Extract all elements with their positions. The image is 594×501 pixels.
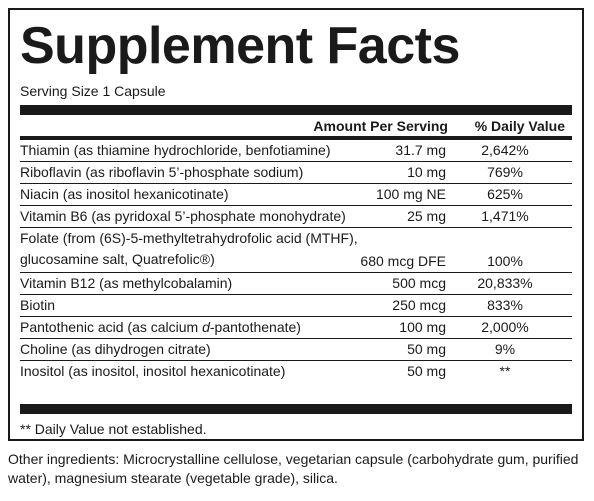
table-row: Choline (as dihydrogen citrate) 50 mg 9% bbox=[20, 339, 572, 361]
table-row: Thiamin (as thiamine hydrochloride, benf… bbox=[20, 140, 572, 162]
nutrient-daily-value: ** bbox=[499, 363, 511, 379]
nutrient-name-pre: Pantothenic acid (as calcium bbox=[20, 319, 203, 335]
nutrient-name: Riboflavin (as riboflavin 5’-phosphate s… bbox=[20, 164, 304, 180]
table-row: Niacin (as inositol hexanicotinate) 100 … bbox=[20, 184, 572, 206]
nutrient-name-line1: Folate (from (6S)-5-methyltetrahydrofoli… bbox=[20, 230, 358, 246]
table-row: Riboflavin (as riboflavin 5’-phosphate s… bbox=[20, 162, 572, 184]
serving-size: Serving Size 1 Capsule bbox=[20, 83, 166, 99]
nutrient-daily-value: 833% bbox=[487, 297, 523, 313]
nutrient-daily-value: 625% bbox=[487, 186, 523, 202]
nutrient-amount: 10 mg bbox=[407, 164, 446, 180]
nutrient-amount: 31.7 mg bbox=[395, 142, 446, 158]
nutrient-daily-value: 2,000% bbox=[481, 319, 529, 335]
header-divider bbox=[20, 136, 572, 140]
nutrient-daily-value: 1,471% bbox=[481, 208, 529, 224]
nutrient-daily-value: 20,833% bbox=[477, 275, 533, 291]
nutrient-amount: 50 mg bbox=[407, 341, 446, 357]
nutrient-name: Thiamin (as thiamine hydrochloride, benf… bbox=[20, 142, 331, 158]
nutrient-amount: 25 mg bbox=[407, 208, 446, 224]
nutrient-amount: 100 mg bbox=[399, 319, 446, 335]
nutrient-name: Vitamin B6 (as pyridoxal 5’-phosphate mo… bbox=[20, 208, 346, 224]
nutrient-daily-value: 9% bbox=[494, 341, 516, 357]
nutrient-name: Biotin bbox=[20, 297, 56, 313]
nutrient-name: Choline (as dihydrogen citrate) bbox=[20, 341, 211, 357]
supplement-facts-panel: Supplement Facts Serving Size 1 Capsule … bbox=[8, 8, 584, 441]
thick-divider-bottom bbox=[20, 404, 572, 414]
nutrient-daily-value: 2,642% bbox=[481, 142, 529, 158]
table-row: Biotin 250 mcg 833% bbox=[20, 295, 572, 317]
nutrient-name: Niacin (as inositol hexanicotinate) bbox=[20, 186, 229, 202]
thick-divider-top bbox=[20, 105, 572, 115]
nutrient-name-italic: d bbox=[202, 319, 210, 335]
table-row: Inositol (as inositol, inositol hexanico… bbox=[20, 361, 572, 382]
nutrient-amount: 680 mcg DFE bbox=[360, 253, 446, 269]
nutrient-amount: 500 mcg bbox=[392, 275, 446, 291]
nutrient-daily-value: 769% bbox=[487, 164, 523, 180]
footnote: ** Daily Value not established. bbox=[20, 421, 207, 437]
panel-title: Supplement Facts bbox=[20, 17, 460, 75]
header-amount: Amount Per Serving bbox=[313, 118, 448, 134]
nutrient-name: Vitamin B12 (as methylcobalamin) bbox=[20, 275, 233, 291]
nutrient-name-post: -pantothenate) bbox=[209, 319, 301, 335]
table-row: Vitamin B6 (as pyridoxal 5’-phosphate mo… bbox=[20, 206, 572, 228]
nutrient-amount: 50 mg bbox=[407, 363, 446, 379]
nutrient-name: Folate (from (6S)-5-methyltetrahydrofoli… bbox=[20, 228, 358, 270]
nutrient-name: Inositol (as inositol, inositol hexanico… bbox=[20, 363, 286, 379]
nutrient-name: Pantothenic acid (as calcium d-pantothen… bbox=[20, 317, 301, 338]
nutrient-table: Thiamin (as thiamine hydrochloride, benf… bbox=[20, 140, 572, 382]
nutrient-daily-value: 100% bbox=[487, 253, 523, 269]
table-row: Vitamin B12 (as methylcobalamin) 500 mcg… bbox=[20, 273, 572, 295]
nutrient-name-line2: glucosamine salt, Quatrefolic®) bbox=[20, 251, 215, 267]
nutrient-amount: 100 mg NE bbox=[375, 186, 446, 202]
table-row: Pantothenic acid (as calcium d-pantothen… bbox=[20, 317, 572, 339]
header-daily-value: % Daily Value bbox=[474, 118, 565, 134]
table-row: Folate (from (6S)-5-methyltetrahydrofoli… bbox=[20, 228, 572, 273]
other-ingredients: Other ingredients: Microcrystalline cell… bbox=[8, 451, 579, 486]
nutrient-amount: 250 mcg bbox=[392, 297, 446, 313]
